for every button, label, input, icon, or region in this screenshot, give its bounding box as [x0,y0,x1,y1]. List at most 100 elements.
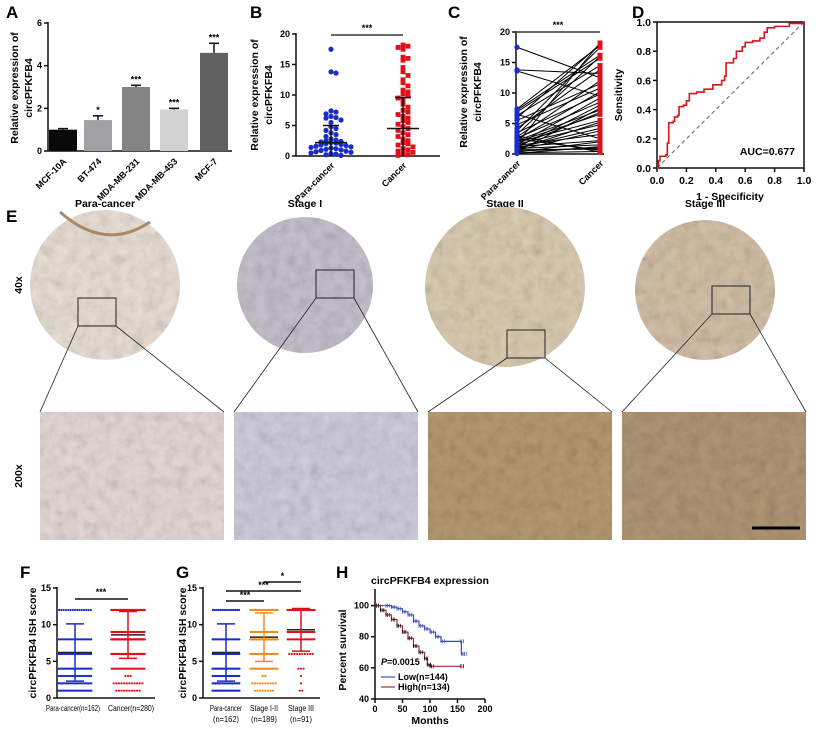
data-point [597,119,603,125]
data-point [597,110,603,116]
data-point [76,608,79,612]
y-tick-label: 5 [285,121,290,131]
data-point [60,638,63,641]
data-point [141,682,144,685]
tissue-core-image [635,220,775,360]
y-tick-label: 80 [359,632,369,642]
data-point [410,149,416,155]
data-point [79,674,83,678]
data-point [65,638,68,641]
p-value: =0.0015 [387,657,420,667]
zoom-connector [115,325,225,413]
x-tick-label: MCF-7 [193,156,220,183]
chart-G: circPFKFB4 ISH score 0 5 10 15 Para-cancer (n=… [177,571,320,724]
data-point [123,689,126,692]
data-point [87,608,90,612]
data-point [597,78,603,84]
data-point [597,89,603,95]
data-point [313,143,319,149]
data-point [115,682,118,685]
data-point [57,638,60,641]
y-tick-label: 0.6 [636,75,651,87]
data-point [71,652,74,656]
data-point [272,682,275,685]
y-tick-label: 15 [280,60,290,70]
data-point [405,152,411,158]
panel-E: Para-cancer Stage I Stage II Stage III 40x 20… [13,198,807,540]
data-point [219,608,222,612]
magnified-tissue-image [622,412,806,540]
data-point [405,89,411,95]
x-tick-label: (n=91) [290,715,312,724]
data-point [82,608,86,612]
bar [122,87,150,151]
x-tick-label: Stage III [288,704,314,713]
data-point [211,608,215,612]
data-point [318,142,324,148]
x-tick-label: MCF-10A [34,156,69,191]
data-point [395,134,401,139]
zoom-connector [749,313,807,413]
zoom-connector [353,297,419,413]
y-tick-label: 15 [187,583,197,593]
data-point [259,682,262,685]
data-point [308,150,314,156]
zoom-region-box [711,285,751,315]
data-point [88,674,91,678]
chart-F: circPFKFB4 ISH score 0 5 10 15 Para-cancer(n=… [27,583,155,713]
data-point [88,638,91,641]
data-point [405,132,411,138]
data-point [62,652,66,656]
y-axis-title: circPFKFB4 [23,58,35,118]
data-point [234,608,237,612]
data-point [76,652,79,656]
x-tick-label: Para-cancer [479,158,523,202]
x-tick-label: 0.8 [767,175,782,187]
y-tick-label: 0 [46,693,51,703]
data-point [71,674,74,678]
data-point [405,120,411,125]
data-point [318,147,324,154]
data-point [143,652,146,656]
data-point [130,689,133,692]
data-point [514,122,520,128]
pair-line [516,43,601,119]
data-point [238,638,241,641]
data-point [71,638,74,641]
y-tick-label: 20 [280,29,290,39]
data-point [308,144,314,151]
x-tick-label: 100 [422,704,437,714]
y-tick-label: 60 [359,663,369,673]
data-point [299,682,303,685]
data-point [83,638,87,641]
magnified-tissue-image [428,412,612,540]
data-point [276,608,279,612]
significance-label: * [96,105,100,115]
panel-label-E: E [6,207,17,226]
data-point [597,105,603,111]
data-point [256,682,259,685]
data-point [128,682,131,685]
data-point [343,148,349,154]
panel-label-D: D [632,3,644,22]
data-point [228,608,231,612]
y-tick-label: 0 [285,151,290,161]
data-point [323,133,329,140]
data-point [130,682,133,685]
y-tick-label: 5 [505,119,510,129]
data-point [62,638,65,641]
data-point [269,682,272,685]
data-point [133,682,136,685]
data-point [266,682,269,685]
p-value-annotation: P=0.0015 [381,657,420,667]
data-point [58,608,61,612]
data-point [120,689,123,692]
x-tick-label: 50 [397,704,407,714]
data-point [221,608,224,612]
data-point [276,630,279,634]
data-point [405,56,411,61]
data-point [276,667,279,670]
pair-line [516,133,601,146]
column-label: Stage II [486,198,523,210]
column-label: Stage I [288,198,323,210]
